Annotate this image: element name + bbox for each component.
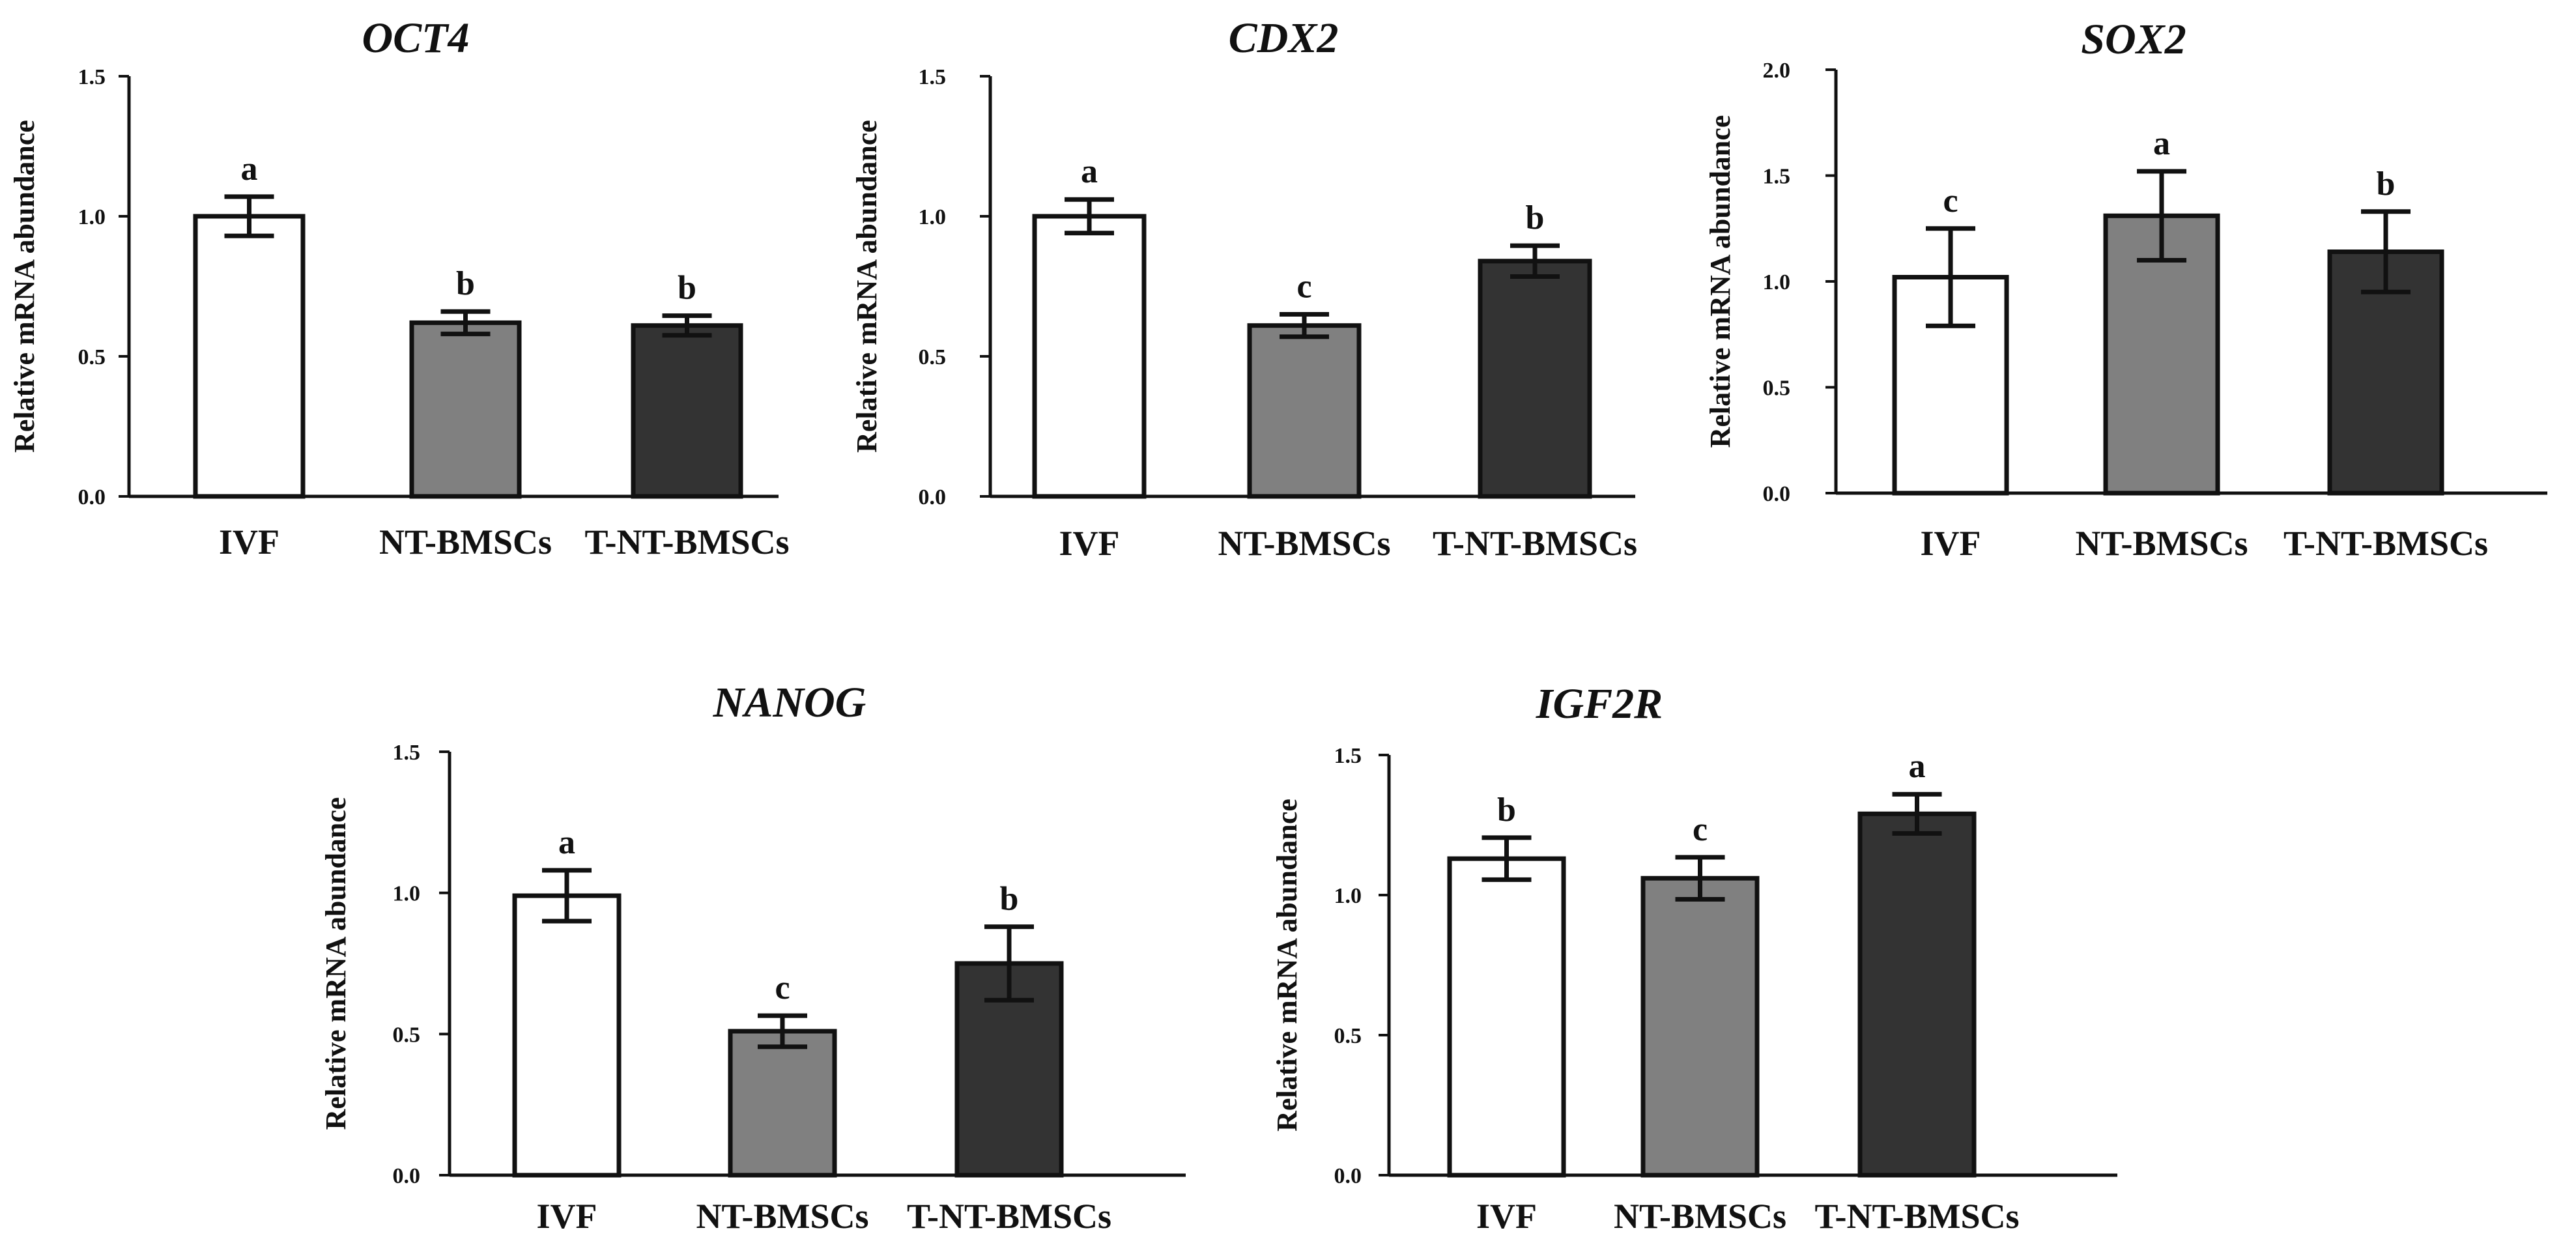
y-tick-label: 1.0 (1763, 270, 1791, 294)
significance-label: a (1909, 748, 1926, 785)
chart-title: IGF2R (1536, 680, 1663, 728)
y-tick-label: 0.5 (78, 345, 106, 369)
x-tick-label: NT-BMSCs (2075, 524, 2248, 563)
bar-nt-bmscs (1247, 323, 1362, 499)
bar-t-nt-bmscs (631, 323, 743, 499)
significance-label: a (558, 824, 575, 861)
y-axis-label: Relative mRNA abundance (851, 120, 883, 453)
bar-ivf (512, 893, 622, 1178)
x-tick-label: T-NT-BMSCs (1814, 1197, 2019, 1236)
significance-label: b (1497, 791, 1516, 829)
bar-t-nt-bmscs (1857, 811, 1977, 1178)
y-tick-label: 1.5 (1334, 744, 1362, 768)
x-tick-label: T-NT-BMSCs (584, 522, 789, 562)
y-tick-label: 1.0 (1334, 884, 1362, 908)
chart-igf2r: IGF2R Relative mRNA abundance 0.0 0.5 1.0 1.5… (1271, 680, 2117, 1236)
y-tick-label: 0.0 (1334, 1164, 1362, 1188)
chart-title: OCT4 (362, 14, 470, 62)
y-tick-label: 1.5 (919, 65, 947, 89)
y-tick-label: 0.5 (393, 1023, 421, 1047)
significance-label: b (1000, 881, 1019, 918)
y-tick-label: 0.5 (1763, 377, 1791, 401)
y-axis-label: Relative mRNA abundance (8, 120, 40, 453)
bar-ivf (193, 214, 306, 499)
x-tick-label: NT-BMSCs (379, 522, 552, 562)
x-tick-label: T-NT-BMSCs (1433, 524, 1637, 563)
y-tick-label: 0.0 (393, 1164, 421, 1188)
x-tick-label: IVF (537, 1197, 597, 1236)
y-tick-label: 2.0 (1763, 59, 1791, 83)
significance-label: c (1296, 268, 1311, 306)
bar-t-nt-bmscs (1478, 259, 1592, 499)
bar-ivf (1447, 856, 1566, 1178)
chart-nanog: NANOG Relative mRNA abundance 0.0 0.5 1.0 1.5… (320, 679, 1186, 1236)
x-tick-label: T-NT-BMSCs (2283, 524, 2488, 563)
x-tick-label: IVF (1921, 524, 1981, 563)
chart-title: SOX2 (2081, 16, 2186, 63)
bar-ivf (1032, 214, 1147, 499)
chart-cdx2: CDX2 Relative mRNA abundance 0.0 0.5 1.0 1.5 a… (851, 14, 1637, 563)
x-tick-label: NT-BMSCs (1218, 524, 1390, 563)
y-tick-label: 0.5 (919, 345, 947, 369)
x-tick-label: IVF (1059, 524, 1120, 563)
significance-label: a (241, 150, 258, 188)
significance-label: b (456, 265, 475, 302)
significance-label: b (1526, 199, 1545, 236)
y-tick-label: 1.5 (1763, 165, 1791, 189)
y-axis-label: Relative mRNA abundance (320, 797, 352, 1130)
y-axis-label: Relative mRNA abundance (1271, 799, 1303, 1132)
x-tick-label: NT-BMSCs (696, 1197, 868, 1236)
y-tick-label: 0.0 (919, 485, 947, 509)
chart-oct4: OCT4 Relative mRNA abundance 0.0 0.5 1.0 1.5 a… (8, 14, 790, 562)
chart-sox2: SOX2 Relative mRNA abundance 0.0 0.5 1.0 1.5 2… (1704, 16, 2547, 563)
significance-label: a (1081, 153, 1098, 190)
x-tick-label: IVF (219, 522, 279, 562)
y-tick-label: 0.0 (1763, 482, 1791, 506)
y-axis-label: Relative mRNA abundance (1704, 115, 1736, 448)
chart-title: NANOG (713, 679, 866, 726)
y-tick-label: 0.0 (78, 485, 106, 509)
y-tick-label: 1.0 (393, 882, 421, 906)
significance-label: c (1943, 182, 1958, 220)
significance-label: b (2377, 165, 2396, 203)
y-tick-label: 1.5 (78, 65, 106, 89)
bar-nt-bmscs (728, 1029, 837, 1178)
y-tick-label: 1.0 (78, 205, 106, 229)
x-tick-label: T-NT-BMSCs (907, 1197, 1111, 1236)
x-tick-label: IVF (1476, 1197, 1537, 1236)
chart-title: CDX2 (1229, 14, 1339, 62)
significance-label: c (1693, 811, 1708, 848)
y-tick-label: 0.5 (1334, 1024, 1362, 1048)
x-tick-label: NT-BMSCs (1614, 1197, 1786, 1236)
y-tick-label: 1.0 (919, 205, 947, 229)
y-tick-label: 1.5 (393, 741, 421, 765)
significance-label: b (678, 270, 696, 307)
bar-nt-bmscs (1640, 876, 1760, 1178)
bar-nt-bmscs (409, 320, 522, 499)
significance-label: c (775, 969, 790, 1006)
significance-label: a (2153, 125, 2170, 162)
